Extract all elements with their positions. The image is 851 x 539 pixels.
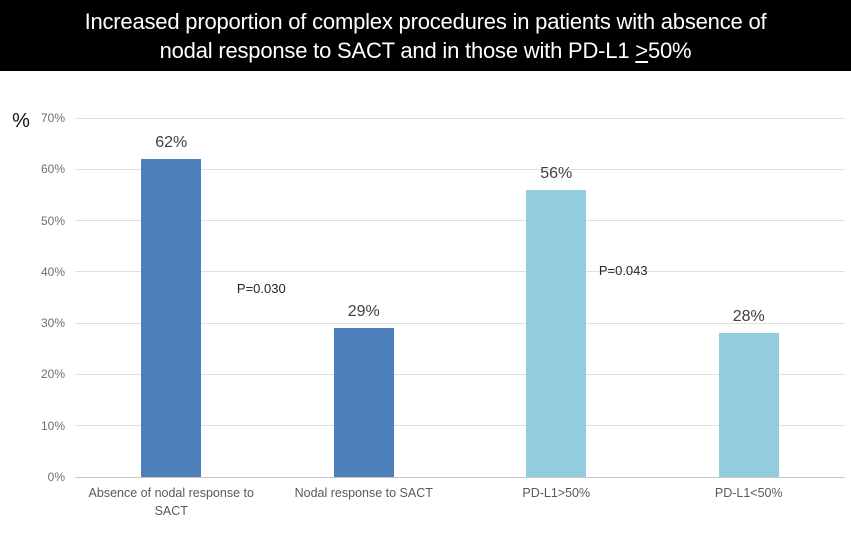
p-value-annotation: P=0.043 xyxy=(598,262,648,278)
x-axis-category-label: Nodal response to SACT xyxy=(294,486,433,500)
bar-value-label: 28% xyxy=(732,308,765,326)
x-axis-category-label: PD-L1<50% xyxy=(714,486,783,500)
y-tick-label: 0% xyxy=(47,470,65,484)
bar-value-label: 56% xyxy=(540,164,573,182)
gridline-10% xyxy=(75,425,845,427)
gridline-40% xyxy=(75,271,845,273)
plot-area: 0% 10% 20% 30% 40% 50% 60% 70% 62% Absence of nod… xyxy=(41,111,845,518)
bar-Absence of nodal response to SACT[interactable] xyxy=(141,159,202,477)
y-tick-label: 40% xyxy=(40,264,65,279)
bar-PD-L1>50%[interactable] xyxy=(526,189,587,477)
y-tick-label: 50% xyxy=(40,213,65,228)
bar-value-label: 29% xyxy=(347,303,380,321)
gridline-70% xyxy=(75,117,845,119)
bar-Nodal response to SACT[interactable] xyxy=(333,328,394,477)
y-tick-label: 70% xyxy=(40,111,65,125)
slide-title-line2-suffix: 50% xyxy=(647,37,692,63)
gridline-0% xyxy=(75,476,845,478)
x-axis-category-label: PD-L1>50% xyxy=(522,486,591,500)
gridline-60% xyxy=(75,168,845,170)
bar-PD-L1<50%[interactable] xyxy=(718,333,779,477)
gridline-20% xyxy=(75,373,845,375)
title-banner: Increased proportion of complex procedur… xyxy=(0,0,851,71)
y-tick-label: 20% xyxy=(40,367,65,382)
y-tick-label: 10% xyxy=(40,418,65,433)
y-axis-unit-label: % xyxy=(12,110,30,132)
slide-title-line1: Increased proportion of complex procedur… xyxy=(84,8,767,34)
slide-title-line2: nodal response to SACT and in those with… xyxy=(160,36,692,65)
y-tick-label: 30% xyxy=(40,316,65,331)
gridline-30% xyxy=(75,322,845,324)
greater-equal-symbol: > xyxy=(635,37,648,63)
p-value-annotation: P=0.030 xyxy=(236,280,286,296)
x-axis-category-label: Absence of nodal response to SACT xyxy=(88,486,254,518)
bar-value-label: 62% xyxy=(155,134,188,152)
y-tick-label: 60% xyxy=(40,162,65,177)
slide-title-line2-prefix: nodal response to SACT and in those with… xyxy=(159,37,636,63)
gridline-50% xyxy=(75,220,845,222)
